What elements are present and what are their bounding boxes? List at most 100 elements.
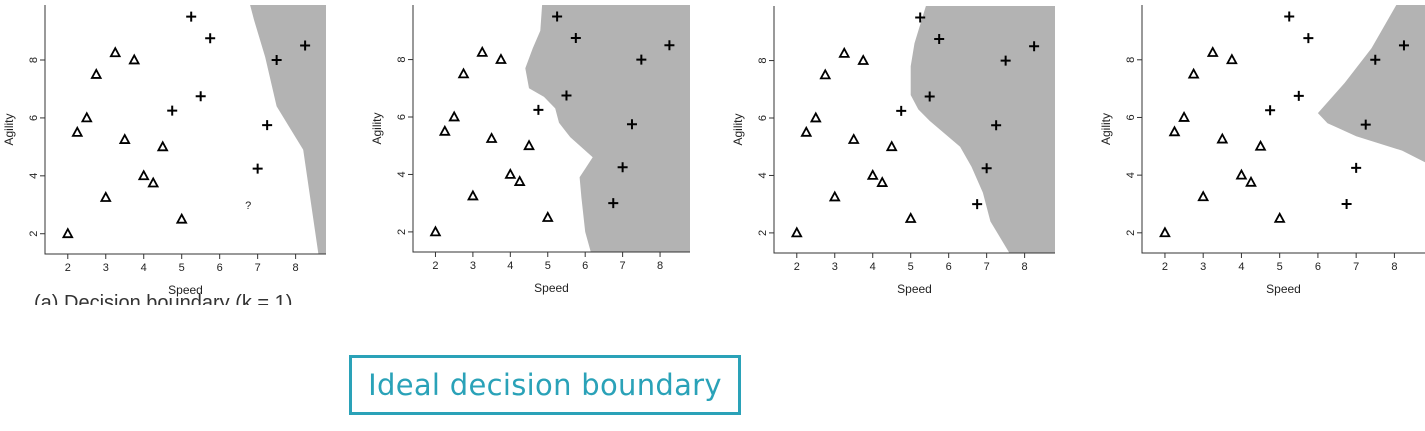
clipped-caption-text: (a) Decision boundary (k = 1) xyxy=(34,292,293,305)
triangle-point xyxy=(80,111,93,123)
plus-point xyxy=(552,11,563,22)
plus-point xyxy=(1341,198,1352,209)
triangle-point xyxy=(90,68,103,79)
triangle-point xyxy=(467,189,479,201)
plus-point xyxy=(664,40,675,51)
plus-point xyxy=(271,55,282,66)
plus-point xyxy=(1351,162,1362,173)
x-tick-label: 8 xyxy=(293,262,299,274)
plus-point xyxy=(617,162,628,173)
x-tick-label: 7 xyxy=(255,262,261,274)
y-axis-label: Agility xyxy=(370,112,384,144)
y-tick-label: 8 xyxy=(396,57,408,63)
y-tick-label: 6 xyxy=(396,114,408,120)
plus-point xyxy=(167,105,178,116)
x-tick-label: 4 xyxy=(1238,261,1244,273)
plus-point xyxy=(991,120,1002,131)
triangle-point xyxy=(438,124,451,136)
plus-point xyxy=(262,120,273,131)
triangle-point xyxy=(175,212,188,224)
triangle-point xyxy=(1206,46,1219,57)
triangle-point xyxy=(1178,110,1190,122)
triangle-point xyxy=(429,225,442,237)
triangle-point xyxy=(885,140,898,152)
scatter-panel-3: 2 3 4 5 6 7 8 2 4 6 8 Speed Agility xyxy=(731,0,1078,300)
plus-point xyxy=(924,91,935,102)
triangle-point xyxy=(109,46,122,58)
x-tick-label: 2 xyxy=(432,260,438,272)
x-tick-label: 8 xyxy=(1022,261,1028,273)
x-tick-label: 6 xyxy=(946,261,952,273)
ideal-decision-boundary-box: Ideal decision boundary xyxy=(349,355,741,415)
triangle-point xyxy=(457,67,470,79)
scatter-plot-svg: 2 3 4 5 6 7 8 2 4 6 8 Speed Agility? xyxy=(2,5,326,297)
x-tick-label: 5 xyxy=(908,261,914,273)
triangle-point xyxy=(904,212,917,223)
triangle-point xyxy=(1187,67,1200,79)
triangle-point xyxy=(1197,190,1210,202)
plus-point xyxy=(972,199,983,210)
triangle-point xyxy=(476,45,489,57)
triangle-point xyxy=(819,68,832,80)
ideal-decision-boundary-label: Ideal decision boundary xyxy=(368,368,722,402)
triangle-point xyxy=(1225,53,1238,65)
triangle-point xyxy=(147,176,160,188)
plus-point xyxy=(626,119,637,130)
x-axis-label: Speed xyxy=(897,282,932,296)
triangle-point xyxy=(1168,125,1181,137)
plus-point xyxy=(570,33,581,44)
y-tick-label: 2 xyxy=(28,231,40,237)
triangle-point xyxy=(800,125,813,137)
x-tick-label: 5 xyxy=(545,260,551,272)
y-tick-label: 2 xyxy=(757,230,769,236)
plus-point xyxy=(1000,55,1011,66)
y-tick-label: 6 xyxy=(28,115,40,121)
plus-point xyxy=(896,105,907,116)
x-tick-label: 5 xyxy=(179,262,185,274)
plus-point xyxy=(195,91,206,102)
triangle-point xyxy=(541,211,554,222)
triangle-point xyxy=(1159,226,1171,238)
triangle-point xyxy=(809,111,822,123)
scatter-panel-2: 2 3 4 5 6 7 8 2 4 6 8 Speed Agility xyxy=(370,0,715,300)
y-tick-label: 2 xyxy=(1125,230,1137,236)
x-tick-label: 6 xyxy=(582,260,588,272)
plus-point xyxy=(186,11,197,22)
x-tick-label: 3 xyxy=(470,260,476,272)
x-tick-label: 7 xyxy=(1353,261,1359,273)
plus-point xyxy=(205,33,216,44)
plus-point xyxy=(533,104,544,115)
triangle-point xyxy=(838,46,851,58)
scatter-plot-svg: 2 3 4 5 6 7 8 2 4 6 8 Speed Agility xyxy=(1099,5,1425,296)
x-tick-label: 5 xyxy=(1277,261,1283,273)
plot-frame xyxy=(44,5,326,255)
plus-point xyxy=(636,54,647,65)
decision-region xyxy=(117,5,326,254)
plus-point xyxy=(1360,119,1371,130)
plot-frame xyxy=(773,6,1055,254)
x-tick-label: 8 xyxy=(657,260,663,272)
triangle-point xyxy=(1254,139,1267,151)
triangle-point xyxy=(504,167,517,179)
triangle-point xyxy=(1216,132,1229,144)
triangle-point xyxy=(448,110,461,122)
plus-point xyxy=(1284,11,1295,22)
plus-point xyxy=(1265,105,1276,116)
triangle-point xyxy=(790,226,803,238)
triangle-point xyxy=(1245,175,1257,187)
triangle-point xyxy=(137,169,150,181)
x-tick-label: 6 xyxy=(217,262,223,274)
x-tick-label: 4 xyxy=(870,261,876,273)
triangle-point xyxy=(61,227,74,239)
triangle-point xyxy=(847,133,860,144)
plus-point xyxy=(300,40,311,51)
x-tick-label: 3 xyxy=(103,262,109,274)
triangle-point xyxy=(128,53,141,65)
plus-point xyxy=(1029,41,1040,52)
triangle-point xyxy=(876,176,889,187)
y-tick-label: 8 xyxy=(1125,57,1137,63)
plus-point xyxy=(608,198,619,209)
triangle-point xyxy=(118,133,131,144)
y-tick-label: 4 xyxy=(28,173,40,179)
triangle-point xyxy=(523,139,535,151)
